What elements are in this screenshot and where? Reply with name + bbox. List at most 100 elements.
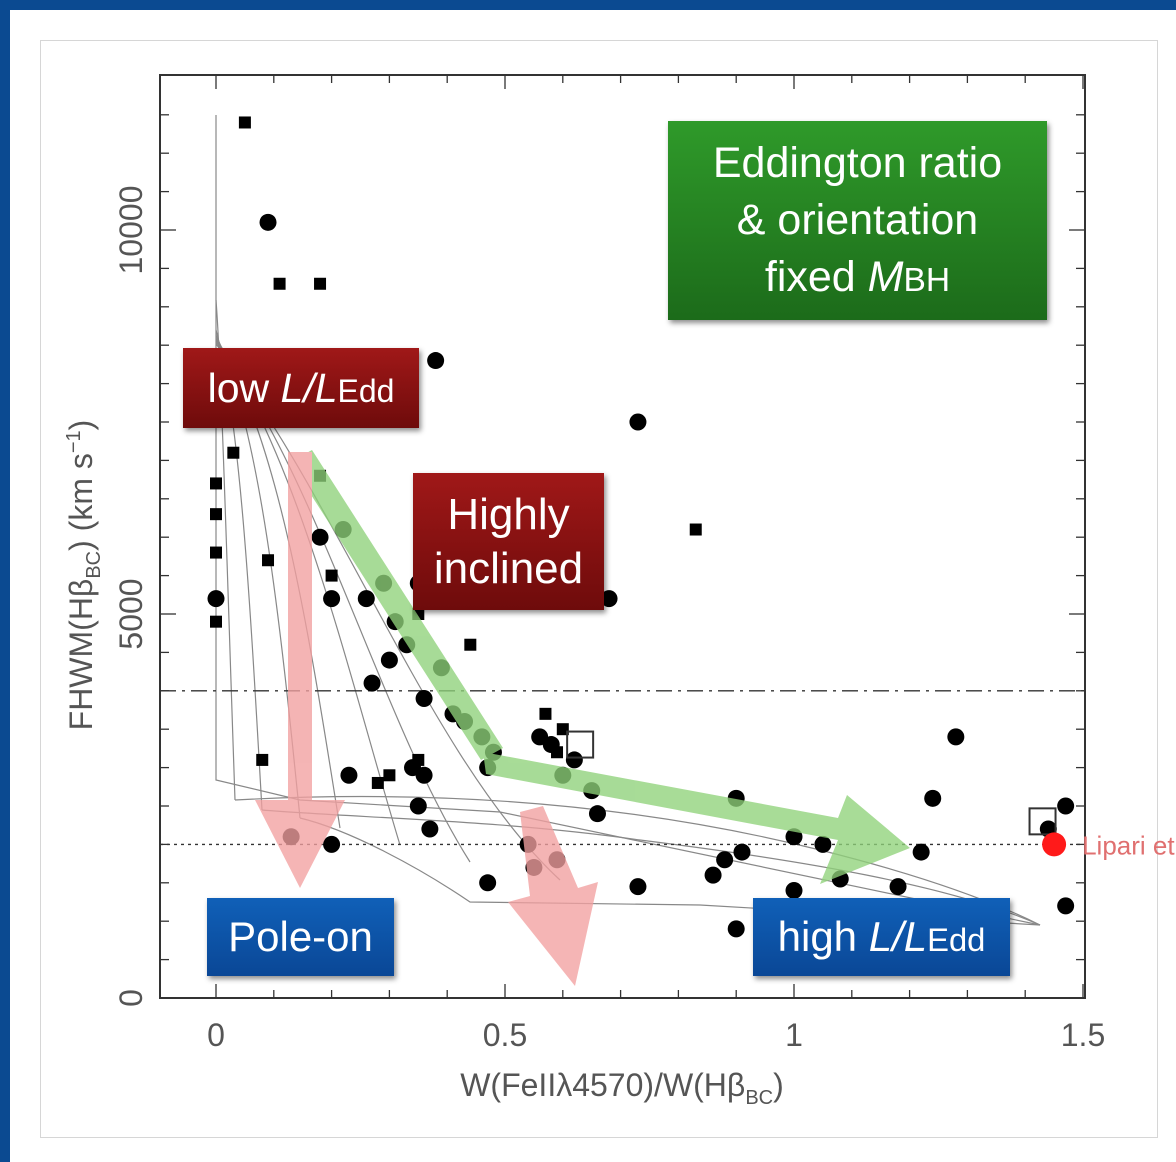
lipari-annotation: Lipari et al. 1993 xyxy=(1082,830,1176,860)
data-point-square xyxy=(412,753,425,766)
data-point-circle xyxy=(912,843,930,861)
data-point-circle xyxy=(207,590,225,608)
green-arrow-horizontal xyxy=(483,752,910,884)
data-point-circle xyxy=(629,413,647,431)
data-point-circle xyxy=(363,674,381,692)
high-edd-subscript: Edd xyxy=(927,921,986,958)
data-point-square xyxy=(371,776,384,789)
low-eddington-box: low L/LEdd xyxy=(183,348,419,428)
axes xyxy=(159,74,1086,999)
data-point-circle xyxy=(1057,897,1075,915)
green-arrow-diagonal xyxy=(290,450,503,760)
data-point-square xyxy=(464,638,477,651)
data-point-circle xyxy=(357,590,375,608)
eddington-line2: & orientation xyxy=(736,196,979,244)
data-point-circle xyxy=(889,878,907,896)
data-point-circle xyxy=(600,590,618,608)
data-point-square xyxy=(210,546,222,559)
data-point-circle xyxy=(409,797,427,815)
y-tick-label: 10000 xyxy=(113,186,149,275)
data-point-circle xyxy=(1057,797,1075,815)
data-point-square xyxy=(273,277,286,290)
model-curve xyxy=(234,795,1041,926)
data-point-circle xyxy=(323,835,341,853)
data-point-square xyxy=(539,707,552,720)
eddington-line1: Eddington ratio xyxy=(712,139,1003,187)
x-axis-label-sub: BC xyxy=(745,1087,773,1109)
data-point-square xyxy=(314,277,327,290)
low-edd-subscript: Edd xyxy=(337,373,395,409)
data-point-circle xyxy=(427,352,445,370)
data-point-open-square xyxy=(566,730,595,759)
data-point-square xyxy=(325,569,338,582)
x-axis-label-main: W(FeIIλ4570)/W(Hβ xyxy=(460,1067,745,1103)
data-point-square xyxy=(256,753,269,766)
x-axis-label-close: ) xyxy=(773,1067,784,1103)
data-point-circle xyxy=(814,835,832,853)
pole-on-box: Pole-on xyxy=(207,898,394,976)
x-axis-label: W(FeIIλ4570)/W(HβBC) xyxy=(460,1067,784,1109)
data-point-square xyxy=(556,723,569,736)
data-point-circle xyxy=(588,805,606,823)
data-point-circle xyxy=(629,878,647,896)
low-edd-prefix: low xyxy=(207,365,281,411)
eddington-line3: fixed MBH xyxy=(668,249,1047,309)
axis-ticks xyxy=(160,75,1085,999)
highly-inclined-line2: inclined xyxy=(433,544,584,593)
high-eddington-box: high L/LEdd xyxy=(753,898,1010,976)
highly-inclined-box: Highly inclined xyxy=(413,473,604,610)
y-axis-label-exp: −1 xyxy=(63,430,85,453)
data-point-circle xyxy=(716,851,734,869)
data-point-circle xyxy=(727,920,745,938)
pole-on-label: Pole-on xyxy=(228,913,373,960)
plot-frame xyxy=(159,74,1086,999)
data-point-circle xyxy=(415,766,433,784)
data-point-square xyxy=(210,615,222,628)
data-point-circle xyxy=(733,843,751,861)
top-frame-bar xyxy=(0,0,1176,10)
data-point-circle xyxy=(311,528,329,546)
data-point-square xyxy=(551,746,564,759)
data-point-square xyxy=(383,769,396,782)
data-point-square xyxy=(210,508,222,521)
model-curve xyxy=(261,809,1041,926)
data-point-square xyxy=(238,116,251,129)
data-point-circle xyxy=(259,213,277,231)
data-point-square xyxy=(227,446,240,459)
x-tick-label: 1 xyxy=(785,1017,803,1053)
data-point-square xyxy=(689,523,702,536)
data-point-circle xyxy=(479,874,497,892)
data-point-circle xyxy=(704,866,722,884)
x-tick-label: 0.5 xyxy=(483,1017,527,1053)
data-point-circle xyxy=(785,881,803,899)
y-tick-label: 5000 xyxy=(113,578,149,649)
y-axis-label: FHWM(HβBC) (km s−1) xyxy=(63,420,105,731)
eddington-line3-prefix: fixed xyxy=(764,253,868,301)
y-axis-label-sub: BC xyxy=(83,551,105,579)
x-tick-label: 0 xyxy=(207,1017,225,1053)
data-point-square xyxy=(210,477,222,490)
y-tick-label: 0 xyxy=(113,989,149,1007)
y-axis-label-close: ) xyxy=(63,420,99,431)
y-axis-label-main: FHWM(Hβ xyxy=(63,579,99,731)
low-edd-ratio: L/L xyxy=(280,365,338,411)
eddington-mass-symbol: M xyxy=(867,253,904,301)
red-arrow-pole-on xyxy=(255,452,345,888)
data-point-highlight xyxy=(1042,832,1067,857)
data-point-circle xyxy=(380,651,398,669)
data-point-circle xyxy=(421,820,439,838)
y-axis-label-unit: ) (km s xyxy=(63,453,99,551)
left-frame-bar xyxy=(0,0,10,1162)
x-tick-label: 1.5 xyxy=(1061,1017,1105,1053)
data-point-circle xyxy=(415,689,433,707)
data-point-square xyxy=(262,554,275,567)
data-point-circle xyxy=(340,766,358,784)
high-edd-ratio: L/L xyxy=(868,913,928,960)
data-point-circle xyxy=(947,728,965,746)
eddington-orientation-box: Eddington ratio & orientation fixed MBH xyxy=(668,121,1047,320)
trend-arrows xyxy=(255,450,910,986)
high-edd-prefix: high xyxy=(777,913,869,960)
data-point-open-square xyxy=(1028,807,1057,836)
data-point-circle xyxy=(323,590,341,608)
